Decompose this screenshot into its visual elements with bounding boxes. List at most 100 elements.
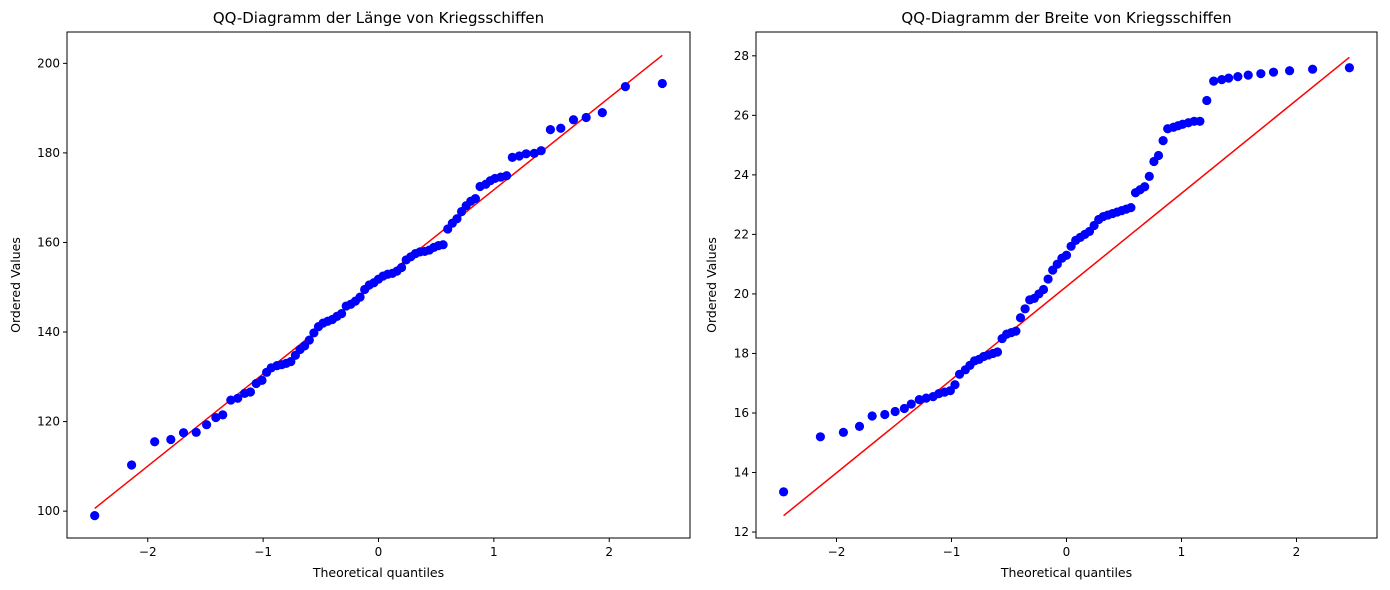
data-point bbox=[201, 420, 212, 430]
data-point bbox=[257, 375, 267, 385]
y-tick-label: 160 bbox=[37, 235, 60, 249]
data-point bbox=[815, 432, 826, 442]
y-tick-label: 16 bbox=[734, 406, 749, 420]
data-point bbox=[1061, 250, 1072, 260]
y-tick-label: 18 bbox=[734, 346, 749, 360]
data-point bbox=[568, 115, 579, 125]
y-tick-label: 24 bbox=[734, 168, 749, 182]
x-axis-label: Theoretical quantiles bbox=[312, 565, 444, 580]
x-tick-label: 1 bbox=[490, 545, 498, 559]
reference-line bbox=[783, 56, 1350, 517]
qq-plot-length: −2 −1 0 1 2 100 120 140 160 180 200 QQ-Diagramm der… bbox=[8, 9, 691, 580]
data-point bbox=[581, 112, 591, 123]
data-point bbox=[396, 262, 407, 273]
x-tick-label: 1 bbox=[1178, 545, 1186, 559]
data-point bbox=[992, 347, 1003, 357]
data-point bbox=[1140, 182, 1150, 192]
data-point bbox=[906, 399, 916, 409]
data-point bbox=[1202, 95, 1212, 106]
x-tick-label: 0 bbox=[375, 545, 383, 559]
chart-title: QQ-Diagramm der Breite von Kriegsschiffe… bbox=[901, 9, 1231, 27]
data-point bbox=[1256, 69, 1266, 79]
data-point bbox=[1043, 274, 1053, 284]
data-point bbox=[921, 393, 931, 403]
data-point bbox=[536, 146, 546, 156]
data-point bbox=[452, 214, 462, 224]
data-point bbox=[470, 193, 481, 204]
data-point bbox=[620, 82, 630, 92]
y-tick-label: 14 bbox=[734, 466, 749, 480]
data-point bbox=[507, 152, 517, 162]
y-tick-label: 140 bbox=[37, 325, 60, 339]
data-point bbox=[1224, 73, 1234, 83]
y-tick-label: 180 bbox=[37, 146, 60, 160]
data-point bbox=[1344, 63, 1354, 73]
y-tick-label: 20 bbox=[734, 287, 749, 301]
x-axis-label: Theoretical quantiles bbox=[1000, 565, 1132, 580]
data-point bbox=[529, 148, 539, 158]
x-tick-label: −2 bbox=[828, 545, 846, 559]
data-point bbox=[127, 460, 137, 470]
data-point bbox=[1308, 64, 1318, 74]
data-point bbox=[1243, 70, 1253, 80]
data-point bbox=[1038, 284, 1049, 295]
data-point bbox=[867, 411, 877, 421]
y-tick-label: 120 bbox=[37, 415, 60, 429]
data-point bbox=[226, 395, 236, 405]
data-point bbox=[166, 434, 176, 445]
data-point bbox=[657, 78, 667, 89]
data-point bbox=[501, 171, 512, 181]
data-point bbox=[1020, 304, 1030, 314]
data-point bbox=[438, 240, 448, 250]
data-point bbox=[597, 108, 607, 118]
data-point bbox=[779, 487, 789, 497]
y-tick-label: 22 bbox=[734, 227, 749, 241]
data-point bbox=[914, 394, 924, 405]
data-point bbox=[1011, 326, 1021, 336]
y-axis-label: Ordered Values bbox=[704, 237, 719, 333]
data-point bbox=[1195, 116, 1205, 126]
x-tick-label: −2 bbox=[139, 545, 157, 559]
data-point bbox=[1209, 76, 1219, 86]
y-axis-label: Ordered Values bbox=[8, 237, 23, 333]
data-point bbox=[191, 427, 201, 437]
data-point bbox=[514, 151, 524, 161]
y-tick-label: 200 bbox=[37, 56, 60, 70]
x-tick-label: 0 bbox=[1063, 545, 1071, 559]
data-point bbox=[304, 335, 314, 345]
data-point bbox=[336, 309, 347, 319]
data-point bbox=[1153, 150, 1164, 161]
data-point bbox=[178, 428, 189, 438]
chart-title: QQ-Diagramm der Länge von Kriegsschiffen bbox=[213, 9, 544, 27]
data-point bbox=[1126, 203, 1136, 213]
data-point bbox=[1268, 67, 1279, 77]
data-point bbox=[890, 406, 900, 417]
data-point bbox=[1144, 171, 1154, 181]
data-point bbox=[545, 125, 556, 135]
x-tick-label: 2 bbox=[605, 545, 613, 559]
data-point bbox=[1015, 313, 1026, 323]
data-point bbox=[899, 403, 909, 414]
data-point bbox=[838, 427, 849, 437]
data-point bbox=[556, 123, 566, 133]
data-point bbox=[355, 292, 365, 302]
data-point bbox=[880, 409, 890, 420]
data-point bbox=[90, 511, 100, 521]
data-point bbox=[1158, 136, 1168, 146]
x-tick-label: −1 bbox=[943, 545, 961, 559]
data-point bbox=[218, 410, 228, 420]
data-point bbox=[245, 387, 256, 397]
data-point bbox=[211, 412, 221, 423]
x-tick-label: 2 bbox=[1293, 545, 1301, 559]
data-point bbox=[950, 380, 960, 390]
y-tick-label: 12 bbox=[734, 525, 749, 539]
data-point bbox=[1233, 72, 1243, 82]
y-tick-label: 26 bbox=[734, 108, 749, 122]
data-point bbox=[1285, 66, 1295, 76]
x-tick-label: −1 bbox=[254, 545, 272, 559]
data-point bbox=[521, 149, 531, 159]
data-point bbox=[233, 393, 243, 403]
y-tick-label: 28 bbox=[734, 49, 749, 63]
